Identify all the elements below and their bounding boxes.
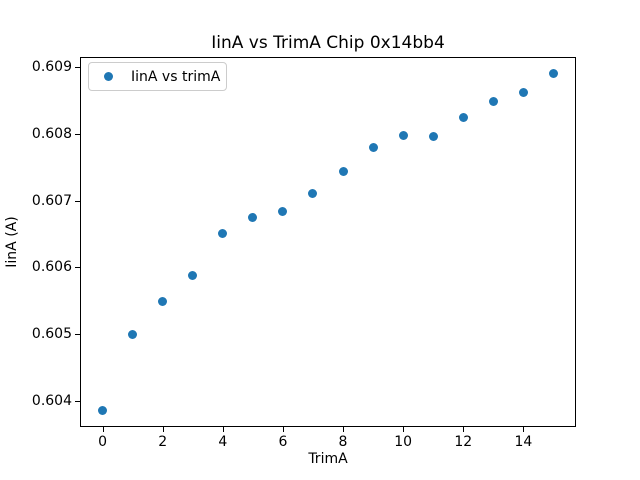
legend: IinA vs trimA: [88, 62, 227, 91]
plot-area: [80, 57, 576, 427]
x-tick: [463, 427, 465, 432]
y-tick: [75, 133, 80, 135]
x-tick: [102, 427, 104, 432]
data-point: [428, 132, 438, 142]
data-point: [158, 296, 168, 306]
x-tick-label: 8: [338, 434, 348, 450]
y-tick: [75, 334, 80, 336]
data-point: [278, 207, 288, 217]
y-tick: [75, 67, 80, 69]
data-point: [98, 405, 108, 415]
data-point: [248, 213, 258, 223]
data-point: [338, 167, 348, 177]
y-tick-label: 0.606: [31, 259, 72, 276]
data-point: [398, 130, 408, 140]
chart-title: IinA vs TrimA Chip 0x14bb4: [211, 33, 445, 53]
legend-label: IinA vs trimA: [131, 68, 221, 85]
x-tick-label: 10: [394, 434, 413, 450]
x-tick-label: 2: [158, 434, 168, 450]
data-point: [518, 88, 528, 97]
x-tick: [523, 427, 525, 432]
x-tick: [403, 427, 405, 432]
x-tick: [222, 427, 224, 432]
data-point: [308, 188, 318, 198]
y-tick: [75, 267, 80, 269]
data-point: [128, 329, 138, 339]
y-tick-label: 0.607: [31, 192, 72, 209]
data-point: [488, 97, 498, 107]
data-point: [188, 270, 198, 280]
x-tick-label: 6: [278, 434, 288, 450]
x-tick-label: 4: [218, 434, 228, 450]
x-tick-label: 0: [98, 434, 107, 450]
y-tick-label: 0.605: [31, 326, 72, 343]
x-tick: [343, 427, 345, 432]
x-tick: [162, 427, 164, 432]
y-tick-label: 0.609: [31, 59, 72, 76]
data-point: [368, 143, 378, 153]
x-tick: [282, 427, 284, 432]
data-point: [458, 113, 468, 123]
y-tick: [75, 400, 80, 402]
y-tick: [75, 200, 80, 202]
scatter-marker-icon: [104, 72, 113, 81]
data-point: [218, 229, 228, 239]
x-axis-label: TrimA: [308, 451, 348, 467]
x-tick-label: 12: [454, 434, 473, 450]
y-tick-label: 0.604: [31, 392, 72, 409]
x-tick-label: 14: [514, 434, 533, 450]
y-tick-label: 0.608: [31, 125, 72, 142]
data-point: [548, 69, 558, 79]
